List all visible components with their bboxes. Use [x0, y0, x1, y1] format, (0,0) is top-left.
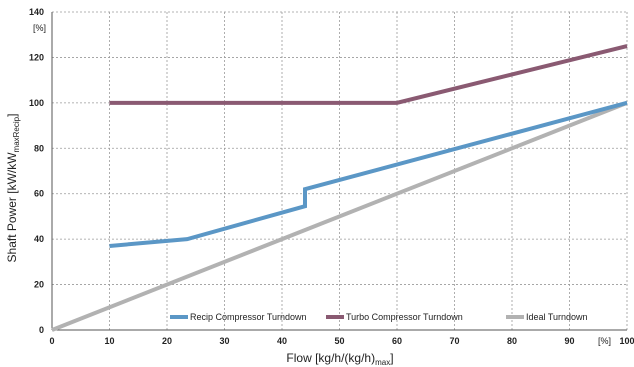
x-axis-title-subscript: max [375, 358, 390, 367]
y-unit-label: [%] [33, 23, 46, 33]
y-tick-label: 20 [34, 280, 44, 290]
legend-label: Ideal Turndown [526, 312, 588, 322]
y-tick-label: 120 [29, 52, 44, 62]
x-axis-title: Flow [kg/h/(kg/h)max] [286, 351, 393, 367]
y-axis-title-tail: ] [5, 114, 19, 117]
series-line-recip-compressor-turndown [109, 100, 628, 248]
y-axis-title-main: Shaft Power [kW/kW [5, 152, 19, 263]
legend: Recip Compressor Turndown Turbo Compresso… [170, 312, 588, 322]
series-layer [51, 44, 628, 332]
x-tick-label: 70 [449, 336, 459, 346]
x-tick-label: 60 [392, 336, 402, 346]
series-line-ideal-turndown [51, 100, 628, 332]
axes [51, 12, 627, 331]
y-axis-title-subscript: maxRecip [12, 116, 21, 152]
grid-lines [52, 11, 628, 330]
x-tick-label: 10 [104, 336, 114, 346]
x-tick-label: 90 [564, 336, 574, 346]
x-tick-label: 30 [219, 336, 229, 346]
y-tick-label: 140 [29, 7, 44, 17]
y-tick-label: 80 [34, 143, 44, 153]
y-tick-labels: 0 20 40 60 80 100 120 140 [29, 7, 44, 335]
y-axis-title: Shaft Power [kW/kWmaxRecip] [5, 114, 21, 263]
x-tick-label: 80 [507, 336, 517, 346]
series-line-turbo-compressor-turndown [109, 44, 628, 105]
x-unit-label: [%] [598, 336, 611, 346]
x-tick-label: 100 [619, 336, 634, 346]
legend-label: Turbo Compressor Turndown [346, 312, 463, 322]
y-tick-label: 0 [39, 325, 44, 335]
x-tick-label: 40 [277, 336, 287, 346]
x-tick-labels: 0 10 20 30 40 50 60 70 80 90 100 [49, 336, 634, 346]
x-tick-label: 0 [49, 336, 54, 346]
x-axis-title-main: Flow [kg/h/(kg/h) [286, 351, 375, 365]
x-tick-label: 20 [162, 336, 172, 346]
legend-label: Recip Compressor Turndown [190, 312, 307, 322]
y-tick-label: 60 [34, 189, 44, 199]
x-axis-title-tail: ] [390, 351, 393, 365]
x-tick-label: 50 [334, 336, 344, 346]
y-tick-label: 40 [34, 234, 44, 244]
y-tick-label: 100 [29, 98, 44, 108]
